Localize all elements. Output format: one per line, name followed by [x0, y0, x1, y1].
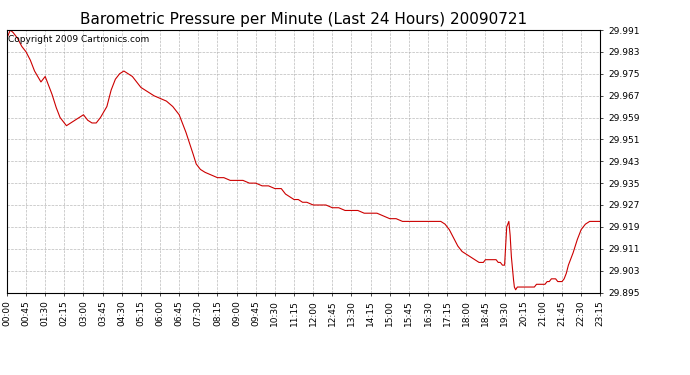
- Title: Barometric Pressure per Minute (Last 24 Hours) 20090721: Barometric Pressure per Minute (Last 24 …: [80, 12, 527, 27]
- Text: Copyright 2009 Cartronics.com: Copyright 2009 Cartronics.com: [8, 35, 149, 44]
